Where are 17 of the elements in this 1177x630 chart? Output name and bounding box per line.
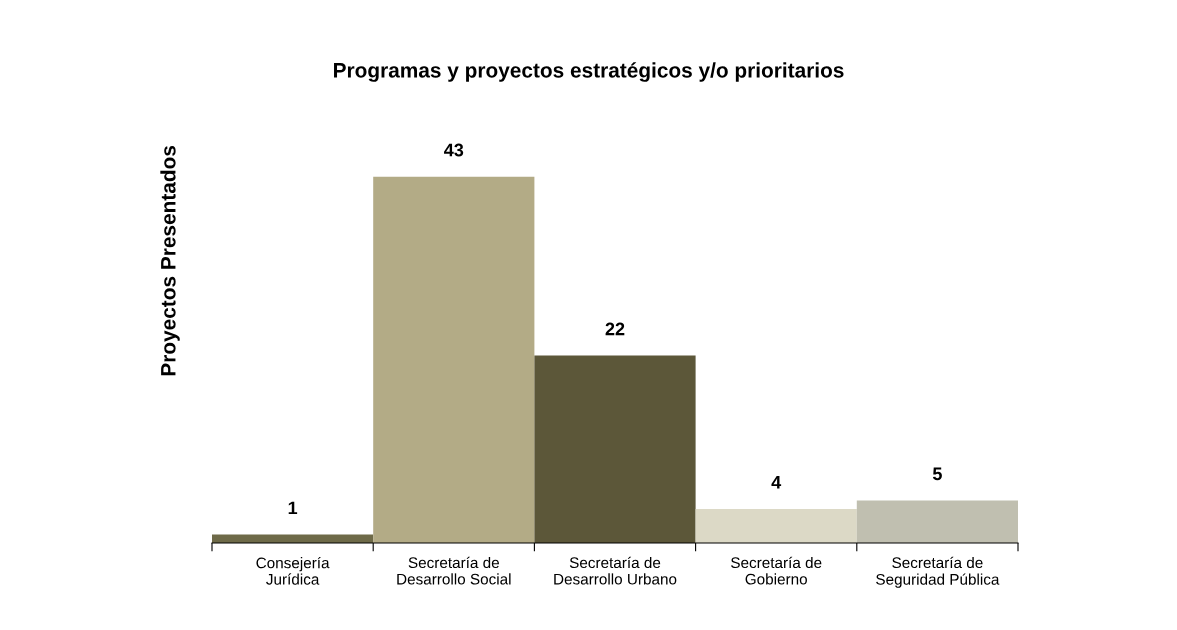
x-tick-label: Consejería Jurídica	[256, 556, 330, 585]
bar	[695, 508, 857, 543]
x-tick-label: Secretaría de Desarrollo Social	[397, 556, 511, 585]
data-label: 4	[771, 476, 782, 489]
x-tick-label: Secretaría de Gobierno	[731, 556, 822, 585]
chart-title: Programas y proyectos estratégicos y/o prioritarios	[334, 62, 844, 82]
x-tick-label: Secretaría de Desarrollo Urbano	[554, 556, 677, 585]
x-tick-label: Secretaría de Seguridad Pública	[876, 556, 1000, 588]
data-label: 5	[932, 467, 942, 481]
bar	[534, 355, 696, 543]
data-label: 43	[444, 143, 464, 157]
data-label: 22	[605, 322, 625, 336]
bar	[856, 500, 1018, 543]
y-axis-title: Proyectos Presentados	[160, 145, 180, 376]
data-label: 1	[288, 501, 298, 515]
bar	[212, 534, 374, 543]
bar	[373, 176, 535, 543]
